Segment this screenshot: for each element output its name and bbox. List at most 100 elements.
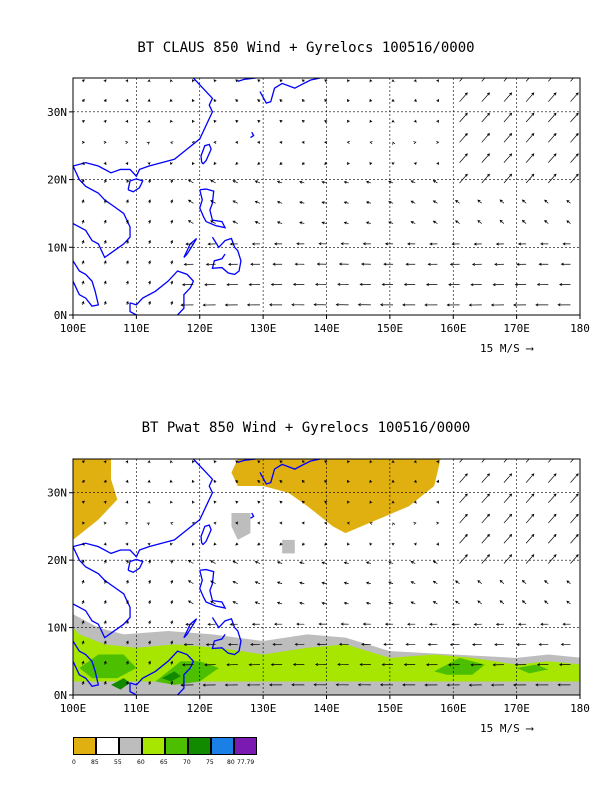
wind-vector bbox=[455, 220, 460, 224]
wind-vector bbox=[548, 132, 557, 143]
x-tick-label: 130E bbox=[250, 322, 277, 335]
wind-vector bbox=[369, 79, 373, 83]
wind-vector bbox=[473, 242, 482, 246]
wind-vector bbox=[570, 493, 579, 504]
wind-vector bbox=[170, 300, 174, 305]
wind-vector bbox=[103, 280, 107, 285]
wind-vector bbox=[81, 98, 85, 103]
wind-vector bbox=[213, 460, 217, 464]
wind-vector bbox=[81, 199, 85, 204]
wind-vector bbox=[343, 561, 349, 565]
coastline bbox=[199, 188, 227, 229]
wind-vector bbox=[346, 500, 350, 504]
wind-vector bbox=[313, 303, 327, 307]
wind-vector bbox=[210, 179, 216, 184]
coastline bbox=[237, 459, 257, 463]
wind-vector bbox=[324, 521, 328, 525]
wind-vector bbox=[548, 92, 557, 102]
wind-vector bbox=[125, 620, 129, 625]
pwat-shade-region bbox=[434, 657, 485, 675]
x-tick-label: 160E bbox=[440, 702, 467, 715]
wind-vector bbox=[103, 140, 107, 144]
wind-vector bbox=[224, 303, 238, 307]
wind-vector bbox=[170, 260, 174, 265]
wind-vector bbox=[125, 559, 129, 564]
wind-vector bbox=[257, 542, 261, 546]
wind-vector bbox=[481, 112, 490, 123]
wind-vector bbox=[459, 493, 468, 504]
wind-vector bbox=[432, 601, 438, 605]
legend-swatch-1 bbox=[96, 737, 119, 755]
wind-vector bbox=[125, 300, 129, 305]
wind-vector bbox=[301, 479, 305, 483]
wind-vector bbox=[254, 180, 261, 184]
pwat-shade-region bbox=[282, 539, 295, 554]
wind-vector bbox=[269, 303, 283, 307]
wind-vector bbox=[490, 683, 504, 687]
wind-vector bbox=[525, 513, 535, 524]
wind-vector bbox=[369, 161, 373, 166]
wind-vector bbox=[391, 162, 395, 166]
wind-vector bbox=[525, 173, 535, 184]
wind-vector bbox=[548, 554, 557, 564]
wind-vector bbox=[279, 140, 283, 144]
wind-vector bbox=[413, 98, 417, 103]
wind-vector bbox=[560, 262, 571, 266]
wind-vector bbox=[492, 283, 504, 287]
wind-vector bbox=[413, 521, 417, 525]
wind-vector bbox=[455, 580, 460, 585]
wind-vector bbox=[343, 221, 349, 225]
wind-vector bbox=[384, 242, 394, 246]
wind-vector bbox=[254, 200, 261, 204]
wind-vector bbox=[269, 683, 283, 687]
wind-vector bbox=[147, 161, 151, 166]
wind-vector bbox=[257, 479, 261, 483]
wind-vector bbox=[81, 280, 85, 285]
wind-vector bbox=[432, 580, 438, 585]
legend-label-2: 55 bbox=[114, 759, 122, 766]
wind-vector bbox=[81, 119, 85, 123]
wind-vector bbox=[125, 579, 129, 584]
coastline bbox=[129, 650, 195, 695]
wind-vector bbox=[514, 283, 527, 287]
wind-vector bbox=[503, 132, 513, 143]
wind-vector bbox=[251, 622, 260, 626]
wind-vector bbox=[347, 98, 350, 103]
wind-vector bbox=[169, 161, 173, 166]
coastline bbox=[73, 165, 131, 259]
wind-vector bbox=[503, 554, 513, 564]
wind-vector bbox=[477, 199, 482, 204]
bottom-scale-label: 15 M/S bbox=[480, 722, 520, 735]
wind-vector bbox=[481, 493, 490, 504]
wind-vector bbox=[459, 153, 468, 163]
wind-vector bbox=[379, 303, 394, 307]
wind-vector bbox=[471, 262, 482, 266]
pwat-shade-region bbox=[516, 664, 549, 674]
wind-vector bbox=[451, 622, 460, 626]
wind-vector bbox=[250, 642, 260, 646]
legend-label-4: 65 bbox=[160, 759, 168, 766]
wind-vector bbox=[125, 640, 129, 645]
wind-vector bbox=[570, 554, 579, 564]
wind-vector bbox=[125, 79, 129, 83]
wind-vector bbox=[525, 153, 535, 163]
wind-vector bbox=[187, 580, 194, 585]
wind-vector bbox=[338, 642, 349, 646]
wind-vector bbox=[548, 533, 557, 544]
wind-vector bbox=[235, 521, 239, 525]
wind-vector bbox=[347, 161, 350, 166]
wind-vector bbox=[148, 219, 151, 224]
wind-vector bbox=[446, 683, 460, 687]
wind-vector bbox=[424, 303, 438, 307]
wind-vector bbox=[403, 283, 416, 287]
wind-vector bbox=[391, 542, 395, 546]
wind-vector bbox=[81, 219, 85, 224]
legend-swatch-4 bbox=[165, 737, 188, 755]
x-tick-label: 130E bbox=[250, 702, 277, 715]
wind-vector bbox=[207, 622, 216, 626]
wind-vector bbox=[103, 521, 107, 525]
wind-vector bbox=[81, 500, 85, 504]
wind-vector bbox=[343, 601, 349, 605]
wind-vector bbox=[316, 262, 327, 266]
wind-vector bbox=[548, 78, 552, 82]
